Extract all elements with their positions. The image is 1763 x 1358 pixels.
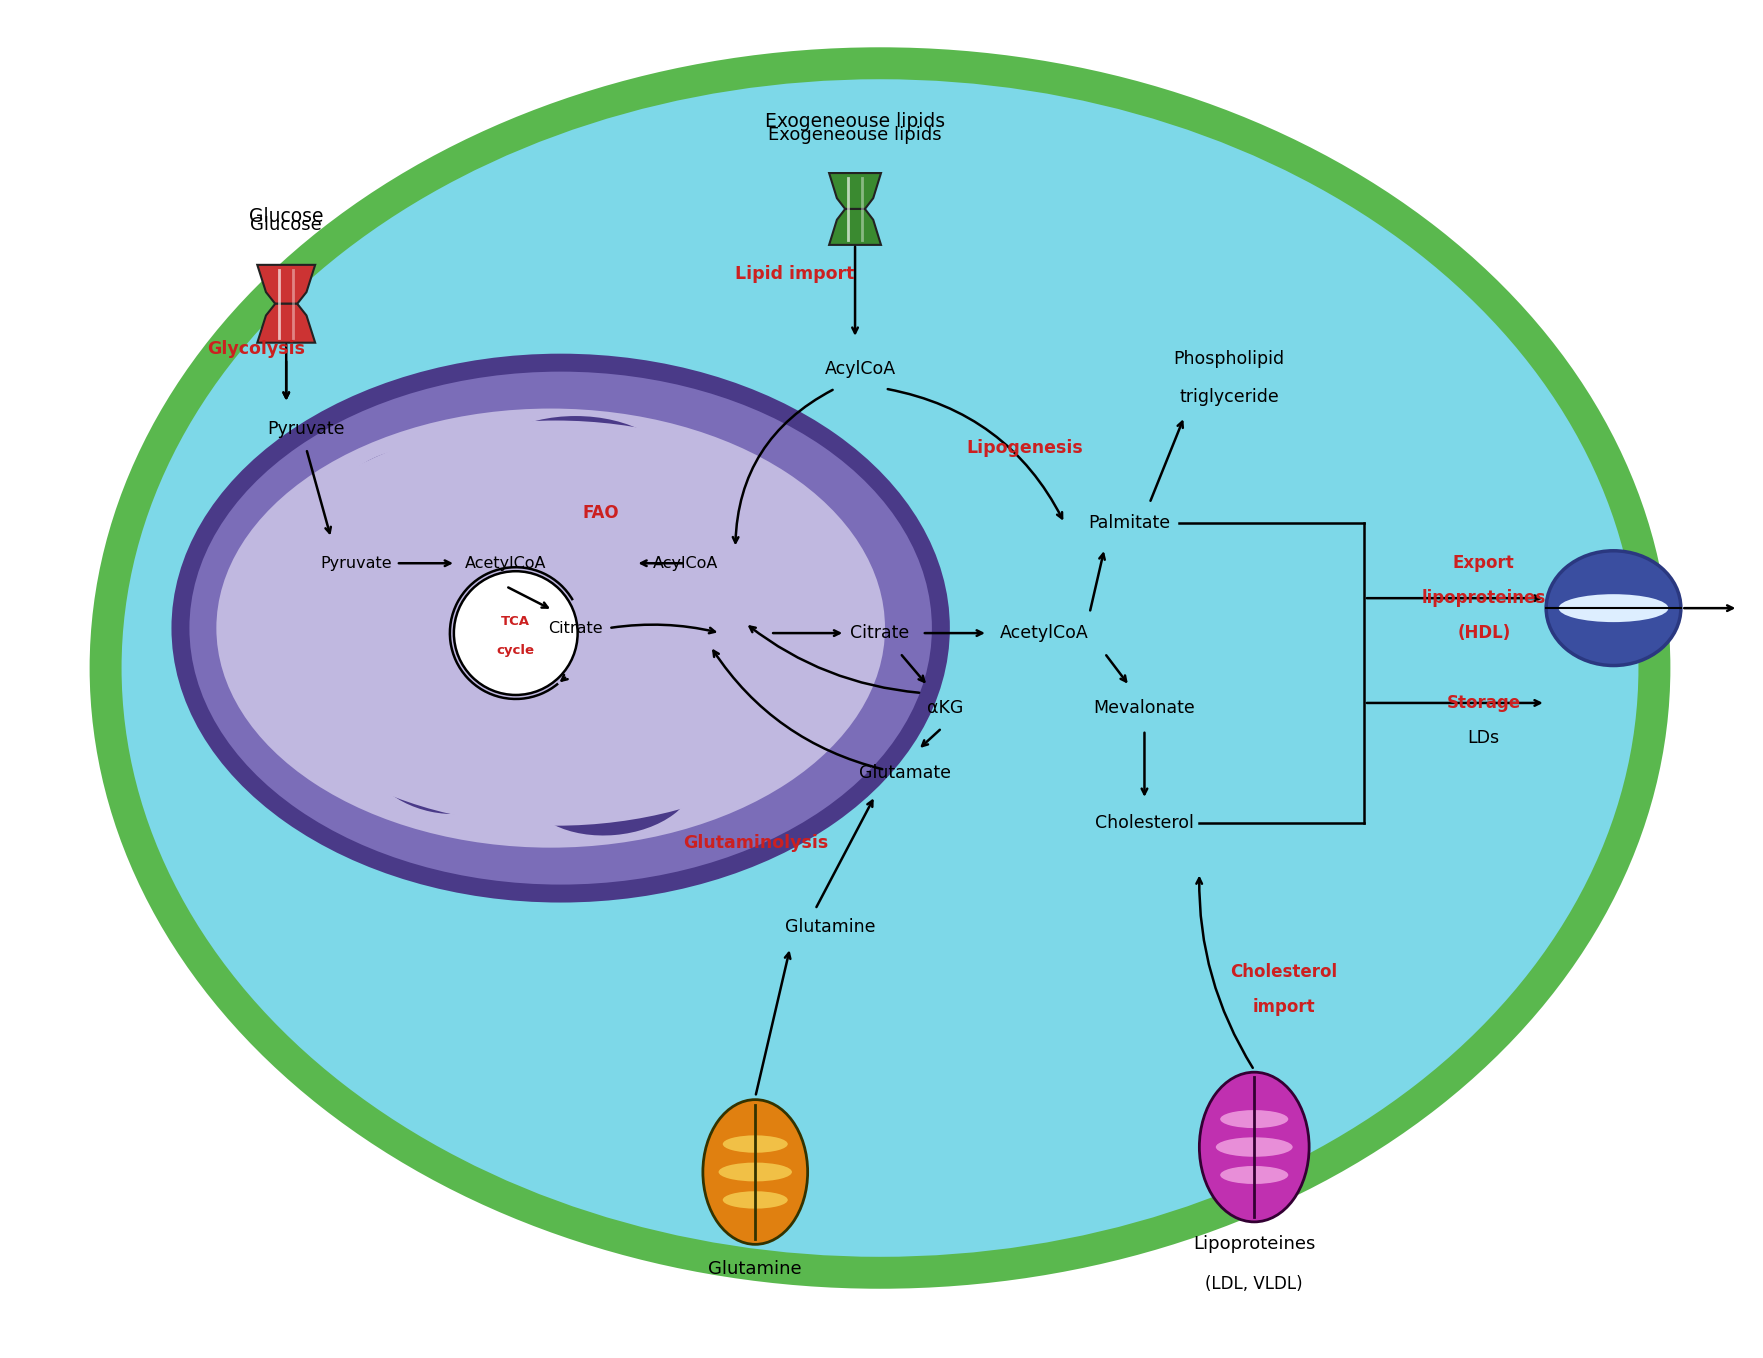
Text: Glucose: Glucose — [249, 208, 323, 227]
Text: Glutamine: Glutamine — [785, 918, 876, 937]
Ellipse shape — [719, 1162, 792, 1181]
Ellipse shape — [122, 79, 1638, 1256]
Text: Exogeneouse lipids: Exogeneouse lipids — [765, 111, 945, 130]
Text: TCA: TCA — [501, 615, 531, 627]
Ellipse shape — [1220, 1109, 1289, 1128]
Ellipse shape — [217, 409, 885, 847]
Text: Mevalonate: Mevalonate — [1093, 699, 1195, 717]
Text: αKG: αKG — [927, 699, 963, 717]
Text: Lipoproteines: Lipoproteines — [1194, 1234, 1315, 1253]
Text: Exogeneouse lipids: Exogeneouse lipids — [769, 126, 941, 144]
Text: AcetylCoA: AcetylCoA — [465, 555, 547, 570]
Ellipse shape — [1216, 1137, 1292, 1157]
Text: LDs: LDs — [1469, 729, 1500, 747]
Ellipse shape — [723, 1191, 788, 1209]
Text: Glucose: Glucose — [250, 216, 323, 234]
Text: Cholesterol: Cholesterol — [1231, 963, 1338, 982]
Text: AcylCoA: AcylCoA — [652, 555, 718, 570]
Text: Glutamate: Glutamate — [859, 763, 950, 782]
Polygon shape — [829, 209, 882, 244]
Ellipse shape — [367, 712, 515, 813]
Text: Glycolysis: Glycolysis — [208, 340, 305, 357]
Polygon shape — [829, 172, 882, 209]
Text: Glutaminolysis: Glutaminolysis — [682, 834, 829, 851]
Text: lipoproteines: lipoproteines — [1421, 589, 1546, 607]
Polygon shape — [257, 304, 316, 342]
Ellipse shape — [242, 421, 869, 826]
Ellipse shape — [1546, 551, 1680, 665]
Text: Export: Export — [1453, 554, 1514, 572]
Text: (LDL, VLDL): (LDL, VLDL) — [1206, 1275, 1303, 1293]
Text: triglyceride: triglyceride — [1179, 387, 1280, 406]
Text: Glutamine: Glutamine — [709, 1260, 802, 1278]
Text: import: import — [1253, 998, 1315, 1016]
Circle shape — [453, 572, 578, 695]
Ellipse shape — [189, 372, 933, 884]
Text: Phospholipid: Phospholipid — [1174, 349, 1285, 368]
Text: Cholesterol: Cholesterol — [1095, 813, 1194, 831]
Text: Pyruvate: Pyruvate — [321, 555, 391, 570]
Ellipse shape — [723, 1135, 788, 1153]
Ellipse shape — [525, 731, 695, 835]
Ellipse shape — [171, 353, 950, 903]
Text: (HDL): (HDL) — [1458, 625, 1511, 642]
Text: cycle: cycle — [497, 644, 534, 656]
Ellipse shape — [703, 1100, 807, 1244]
Ellipse shape — [1558, 595, 1668, 622]
Ellipse shape — [642, 464, 779, 562]
Text: Lipid import: Lipid import — [735, 265, 855, 282]
Ellipse shape — [476, 416, 675, 531]
Polygon shape — [257, 265, 316, 304]
Ellipse shape — [1199, 1073, 1310, 1222]
Text: Citrate: Citrate — [850, 625, 910, 642]
Text: AcylCoA: AcylCoA — [825, 360, 896, 378]
Text: Palmitate: Palmitate — [1088, 515, 1171, 532]
Ellipse shape — [1220, 1167, 1289, 1184]
Ellipse shape — [90, 48, 1670, 1289]
Text: Pyruvate: Pyruvate — [268, 420, 346, 437]
Text: AcetylCoA: AcetylCoA — [1000, 625, 1090, 642]
Ellipse shape — [670, 591, 820, 686]
Text: Storage: Storage — [1447, 694, 1521, 712]
Ellipse shape — [301, 573, 460, 674]
Text: FAO: FAO — [582, 504, 619, 523]
Text: Citrate: Citrate — [548, 621, 603, 636]
Text: Lipogenesis: Lipogenesis — [966, 440, 1082, 458]
Ellipse shape — [331, 448, 490, 559]
